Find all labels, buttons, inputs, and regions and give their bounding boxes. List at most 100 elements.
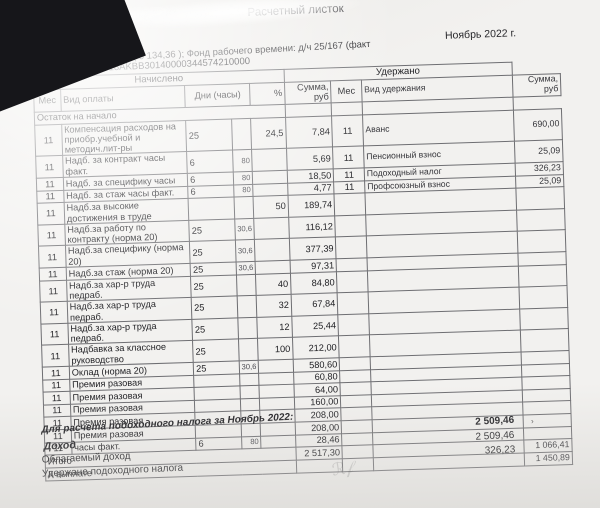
cell-amount-withheld [516,208,566,232]
cell-hours [240,398,261,412]
cell-amount-accrued: 25,44 [291,314,339,338]
cell-percent [259,371,294,386]
cell-amount-accrued: 116,12 [288,215,336,239]
cell-percent: 32 [256,294,292,318]
cell-percent: 50 [253,195,289,219]
cell-month-withheld [341,419,373,434]
opening-balance-type [331,101,363,116]
cell-month-withheld [338,313,370,337]
taxable-income-value: 326,23 [484,444,516,457]
cell-amount-withheld [519,307,569,331]
cell-hours: 30,6 [234,218,255,241]
cell-amount-withheld [516,230,566,254]
cell-percent [253,182,288,197]
cell-month: 11 [40,301,68,324]
cell-month-withheld [336,257,368,272]
cell-month-withheld [339,356,371,371]
cell-hours: 30,6 [238,360,260,374]
payout-spacer [296,458,344,474]
cell-month: 11 [39,267,67,281]
cell-month: 11 [39,279,68,303]
cell-percent [255,260,291,274]
col-header-amount-withheld: Сумма, руб [511,73,561,97]
cell-days: 25 [189,240,236,264]
cell-hours [240,423,262,437]
cell-month-withheld: 11 [331,114,364,148]
payout-amount: 1 450,89 [523,451,573,467]
cell-percent [258,359,294,373]
cell-amount-accrued: 189,74 [287,194,336,218]
cell-amount-withheld: 690,00 [513,108,563,142]
cell-month: 11 [36,177,64,191]
cell-percent [252,148,288,172]
cell-month: 11 [34,123,63,157]
cell-percent [260,422,296,436]
cell-month: 11 [41,344,70,368]
cell-days: 25 [185,118,233,152]
cell-amount-withheld [515,186,565,210]
tax-calc-value: 2 509,46 [474,414,515,428]
cell-month: 11 [38,245,66,269]
cell-month-withheld [335,236,367,259]
cell-percent [259,396,295,411]
cell-month: 11 [42,378,70,393]
cell-percent [261,434,296,449]
cell-hours [239,372,260,387]
cell-payment-type: Компенсация расходов на приобр.учебной и… [61,120,187,156]
cell-month-withheld [336,270,369,294]
cell-month-withheld [341,432,373,446]
cell-month-withheld [338,335,371,358]
cell-percent: 100 [257,337,294,361]
cell-deduction-type: Аванс [362,109,515,147]
cell-percent [254,238,290,262]
col-header-days-hours: Дни (часы) [184,83,251,108]
cell-percent: 24,5 [251,116,287,150]
cell-amount-accrued: 377,39 [289,237,337,261]
cell-month-withheld [340,381,372,396]
pointer-mark: › [530,416,534,426]
cell-hours: 80 [232,149,253,173]
cell-days: 25 [191,296,238,320]
cell-month-withheld [340,394,372,409]
income-value: 2 509,46 [475,429,515,443]
cell-days: 25 [192,339,239,363]
cell-hours: 80 [233,184,254,198]
cell-days [188,197,235,221]
cell-hours [239,385,260,399]
cell-hours [236,295,258,318]
cell-hours: 80 [241,435,262,450]
cell-hours: 30,6 [235,261,256,275]
cell-amount-accrued: 84,80 [290,271,338,295]
cell-month: 11 [43,391,71,405]
cell-days: 25 [192,317,239,341]
cell-hours [233,196,255,219]
cell-hours [236,273,257,297]
col-header-amount-accrued: Сумма, руб [284,80,332,104]
cell-month: 11 [40,323,69,346]
income-label: Доход [43,439,77,453]
cell-percent: 12 [257,316,293,339]
cell-amount-withheld: 25,09 [514,140,564,164]
col-header-month-withheld: Мес [330,79,363,103]
cell-hours [237,317,258,340]
period-label: Ноябрь 2022 г. [444,27,517,42]
cell-month: 11 [42,366,70,380]
cell-month: 11 [43,404,71,418]
cell-percent [254,217,290,240]
cell-month-withheld [334,193,366,216]
cell-month-withheld: 11 [333,167,365,182]
cell-amount-accrued: 212,00 [292,336,340,360]
cell-month-withheld: 11 [332,146,365,169]
cell-month: 11 [37,224,66,247]
cell-amount-withheld [518,285,568,309]
cell-hours: 30,6 [235,239,256,263]
cell-month-withheld [337,292,369,315]
cell-amount-withheld [517,264,567,288]
payout-spacer-month [342,457,374,472]
cell-amount-accrued: 5,69 [286,147,334,171]
cell-month: 11 [36,190,64,204]
totals-spacer-month [342,444,374,459]
cell-amount-accrued: 67,84 [291,293,339,317]
cell-percent [252,170,288,185]
